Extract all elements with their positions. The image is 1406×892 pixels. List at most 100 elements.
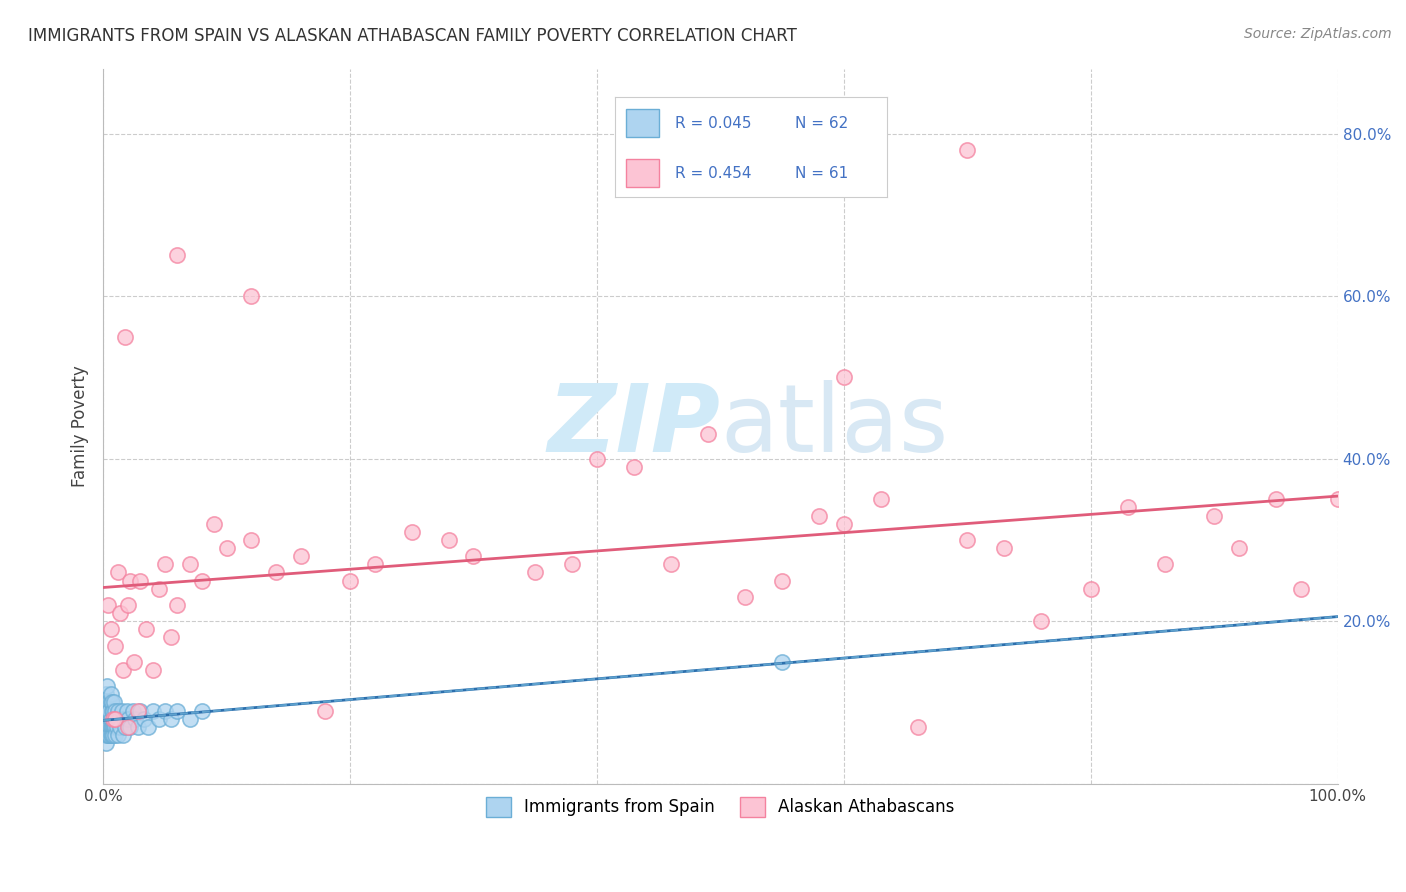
Point: [98, 728, 121, 742]
Point: [770, 655, 793, 669]
Point: [94, 712, 117, 726]
Point: [136, 720, 159, 734]
Point: [1031, 614, 1053, 628]
Point: [166, 704, 188, 718]
Point: [101, 712, 124, 726]
Point: [127, 704, 149, 718]
Point: [770, 574, 793, 588]
Text: IMMIGRANTS FROM SPAIN VS ALASKAN ATHABASCAN FAMILY POVERTY CORRELATION CHART: IMMIGRANTS FROM SPAIN VS ALASKAN ATHABAS…: [28, 27, 797, 45]
Point: [103, 712, 125, 726]
Point: [129, 704, 152, 718]
Point: [100, 712, 122, 726]
Point: [179, 712, 201, 726]
Point: [104, 639, 127, 653]
Point: [290, 549, 312, 564]
Point: [956, 533, 979, 547]
Point: [956, 143, 979, 157]
Point: [112, 712, 135, 726]
Point: [111, 728, 134, 742]
Point: [100, 696, 122, 710]
Point: [93, 728, 115, 742]
Point: [98, 720, 121, 734]
Point: [121, 704, 143, 718]
Point: [97, 728, 120, 742]
Point: [215, 541, 238, 555]
Point: [832, 370, 855, 384]
Point: [907, 720, 929, 734]
Point: [97, 704, 120, 718]
Point: [101, 728, 124, 742]
Point: [166, 598, 188, 612]
Point: [107, 728, 129, 742]
Point: [96, 728, 118, 742]
Point: [659, 558, 682, 572]
Point: [94, 736, 117, 750]
Point: [1153, 558, 1175, 572]
Point: [832, 516, 855, 531]
Point: [1289, 582, 1312, 596]
Point: [100, 623, 122, 637]
Point: [104, 720, 127, 734]
Point: [97, 598, 120, 612]
Point: [117, 598, 139, 612]
Point: [870, 492, 893, 507]
Legend: Immigrants from Spain, Alaskan Athabascans: Immigrants from Spain, Alaskan Athabasca…: [478, 789, 963, 825]
Point: [561, 558, 583, 572]
Point: [141, 704, 163, 718]
Point: [107, 566, 129, 580]
Point: [100, 704, 122, 718]
Point: [339, 574, 361, 588]
Point: [1326, 492, 1348, 507]
Point: [120, 720, 142, 734]
Point: [1227, 541, 1250, 555]
Point: [364, 558, 387, 572]
Point: [100, 728, 122, 742]
Point: [117, 712, 139, 726]
Point: [808, 508, 831, 523]
Point: [100, 720, 122, 734]
Y-axis label: Family Poverty: Family Poverty: [72, 365, 89, 487]
Point: [240, 289, 263, 303]
Point: [127, 720, 149, 734]
Point: [148, 712, 170, 726]
Point: [160, 712, 183, 726]
Point: [264, 566, 287, 580]
Point: [148, 582, 170, 596]
Point: [191, 574, 214, 588]
Point: [114, 720, 136, 734]
Point: [160, 631, 183, 645]
Point: [103, 696, 125, 710]
Point: [108, 712, 131, 726]
Point: [97, 712, 120, 726]
Point: [105, 712, 128, 726]
Point: [202, 516, 225, 531]
Point: [191, 704, 214, 718]
Point: [96, 704, 118, 718]
Point: [110, 606, 132, 620]
Point: [111, 663, 134, 677]
Point: [153, 558, 176, 572]
Point: [115, 704, 138, 718]
Point: [111, 704, 134, 718]
Point: [122, 655, 145, 669]
Point: [586, 451, 609, 466]
Point: [96, 720, 118, 734]
Point: [179, 558, 201, 572]
Point: [114, 329, 136, 343]
Point: [120, 574, 142, 588]
Point: [1264, 492, 1286, 507]
Point: [129, 574, 152, 588]
Point: [98, 704, 121, 718]
Point: [100, 728, 122, 742]
Point: [105, 720, 128, 734]
Point: [103, 720, 125, 734]
Point: [104, 728, 127, 742]
Point: [463, 549, 485, 564]
Text: ZIP: ZIP: [547, 380, 720, 472]
Point: [1080, 582, 1102, 596]
Point: [314, 704, 336, 718]
Point: [104, 712, 127, 726]
Point: [110, 720, 132, 734]
Point: [98, 696, 121, 710]
Point: [697, 427, 720, 442]
